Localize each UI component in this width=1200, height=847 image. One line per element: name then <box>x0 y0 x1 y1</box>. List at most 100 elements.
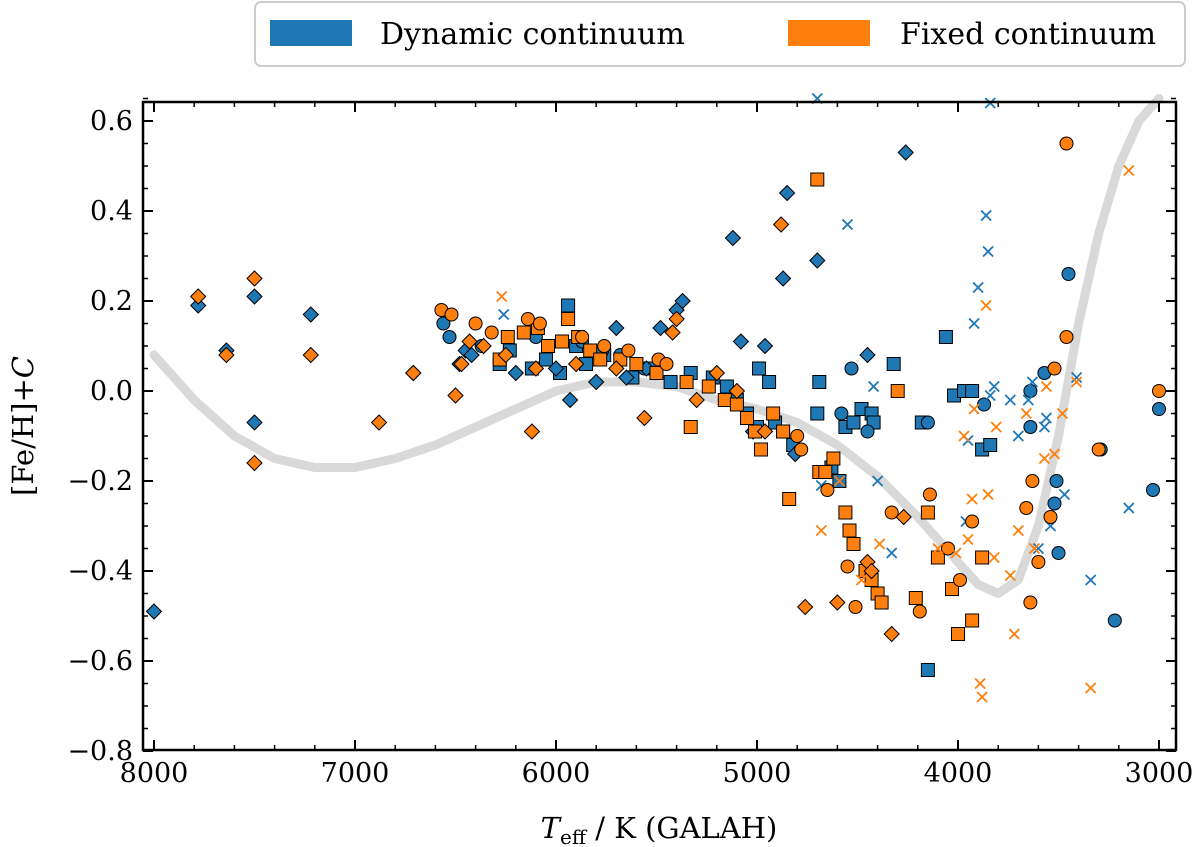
marker-x-fixed <box>958 430 970 442</box>
y-tick-label: −0.6 <box>67 646 133 677</box>
marker-circle-dynamic <box>1061 267 1076 281</box>
legend-label-fixed: Fixed continuum <box>900 17 1156 52</box>
marker-x-fixed <box>968 403 980 415</box>
marker-diamond-fixed <box>246 454 263 472</box>
marker-circle-fixed <box>794 442 809 457</box>
marker-square-fixed <box>930 550 945 565</box>
x-tick-label: 5000 <box>723 758 792 789</box>
marker-diamond-dynamic <box>809 252 826 269</box>
marker-x-dynamic <box>1026 376 1039 388</box>
marker-x-dynamic <box>871 475 884 487</box>
marker-circle-fixed <box>659 357 674 371</box>
tick-labels: 8000 7000 6000 5000 4000 3000 0.6 0.4 0.2 0.0 −0.2… <box>67 106 1193 789</box>
marker-square-fixed <box>649 366 664 380</box>
marker-x-fixed <box>1038 452 1051 465</box>
marker-square-fixed <box>500 330 515 344</box>
marker-diamond-dynamic <box>756 337 774 355</box>
x-tick-label: 4000 <box>924 758 993 789</box>
marker-circle-dynamic <box>1152 402 1166 416</box>
marker-x-fixed <box>1008 628 1020 640</box>
marker-diamond-fixed <box>567 355 585 373</box>
marker-x-fixed <box>873 538 886 550</box>
marker-square-fixed <box>629 357 644 371</box>
legend-swatch-fixed <box>788 20 870 46</box>
marker-square-dynamic <box>846 415 861 430</box>
marker-diamond-dynamic <box>561 391 579 409</box>
marker-x-fixed <box>932 542 944 555</box>
marker-x-dynamic <box>1032 542 1045 555</box>
marker-x-dynamic <box>968 317 980 330</box>
marker-x-dynamic <box>841 218 854 231</box>
marker-circle-dynamic <box>442 330 457 344</box>
marker-diamond-dynamic <box>859 346 876 364</box>
marker-x-dynamic <box>972 281 984 294</box>
marker-circle-dynamic <box>1049 474 1064 488</box>
marker-diamond-fixed <box>863 562 880 580</box>
marker-square-fixed <box>810 172 825 187</box>
marker-square-fixed <box>842 523 857 538</box>
marker-circle-fixed <box>484 325 499 340</box>
marker-circle-fixed <box>1031 555 1046 569</box>
marker-circle-fixed <box>820 483 835 497</box>
marker-x-fixed <box>966 493 978 505</box>
marker-diamond-fixed <box>772 216 790 233</box>
marker-diamond-fixed <box>246 270 263 287</box>
marker-x-dynamic <box>1022 394 1034 406</box>
marker-x-dynamic <box>886 547 898 559</box>
marker-diamond-dynamic <box>302 306 320 323</box>
marker-square-fixed <box>593 352 608 367</box>
marker-diamond-fixed <box>895 508 912 526</box>
marker-diamond-fixed <box>708 364 726 382</box>
y-tick-label: −0.8 <box>67 736 133 767</box>
marker-circle-dynamic <box>844 361 859 376</box>
marker-x-fixed <box>1123 164 1135 177</box>
marker-x-dynamic <box>988 380 1000 393</box>
marker-diamond-dynamic <box>145 603 163 620</box>
marker-circle-fixed <box>965 514 980 529</box>
y-tick-label: −0.2 <box>67 466 133 497</box>
marker-diamond-dynamic <box>463 346 480 364</box>
marker-x-fixed <box>833 475 846 487</box>
marker-circle-dynamic <box>1047 496 1062 511</box>
marker-circle-fixed <box>840 559 855 574</box>
marker-x-fixed <box>962 533 974 546</box>
marker-diamond-fixed <box>453 355 470 373</box>
marker-diamond-fixed <box>829 594 846 611</box>
marker-x-fixed <box>1056 407 1069 420</box>
marker-x-fixed <box>815 524 827 537</box>
marker-square-dynamic <box>762 375 777 389</box>
marker-diamond-fixed <box>688 391 705 409</box>
marker-diamond-fixed <box>608 360 625 377</box>
marker-square-fixed <box>701 379 716 394</box>
marker-diamond-fixed <box>447 387 464 404</box>
marker-circle-fixed <box>953 573 967 587</box>
marker-circle-fixed <box>597 339 612 353</box>
marker-x-fixed <box>974 677 986 690</box>
marker-circle-fixed <box>941 541 955 556</box>
marker-x-fixed <box>1048 448 1061 460</box>
marker-x-fixed <box>1004 569 1016 582</box>
marker-diamond-dynamic <box>246 288 263 305</box>
x-tick-label: 6000 <box>522 758 591 789</box>
marker-circle-dynamic <box>1023 384 1038 398</box>
marker-circle-fixed <box>922 487 937 502</box>
marker-square-dynamic <box>810 406 825 421</box>
marker-diamond-dynamic <box>774 270 792 287</box>
marker-square-fixed <box>679 375 694 389</box>
marker-square-fixed <box>561 312 576 326</box>
marker-square-fixed <box>945 582 959 596</box>
marker-diamond-dynamic <box>897 144 914 161</box>
trend-curve <box>149 94 1164 598</box>
marker-square-fixed <box>683 420 698 434</box>
marker-circle-dynamic <box>1107 613 1122 628</box>
marker-circle-fixed <box>1047 361 1062 376</box>
marker-x-fixed <box>976 691 988 703</box>
marker-circle-fixed <box>444 307 459 322</box>
marker-square-fixed <box>965 613 980 628</box>
marker-diamond-dynamic <box>724 229 742 247</box>
marker-x-dynamic <box>1004 394 1016 406</box>
y-axis-label: [Fe/H]+C <box>6 356 40 496</box>
marker-x-dynamic <box>1012 430 1024 442</box>
y-tick-label: 0.2 <box>90 286 133 317</box>
marker-square-fixed <box>782 492 797 506</box>
